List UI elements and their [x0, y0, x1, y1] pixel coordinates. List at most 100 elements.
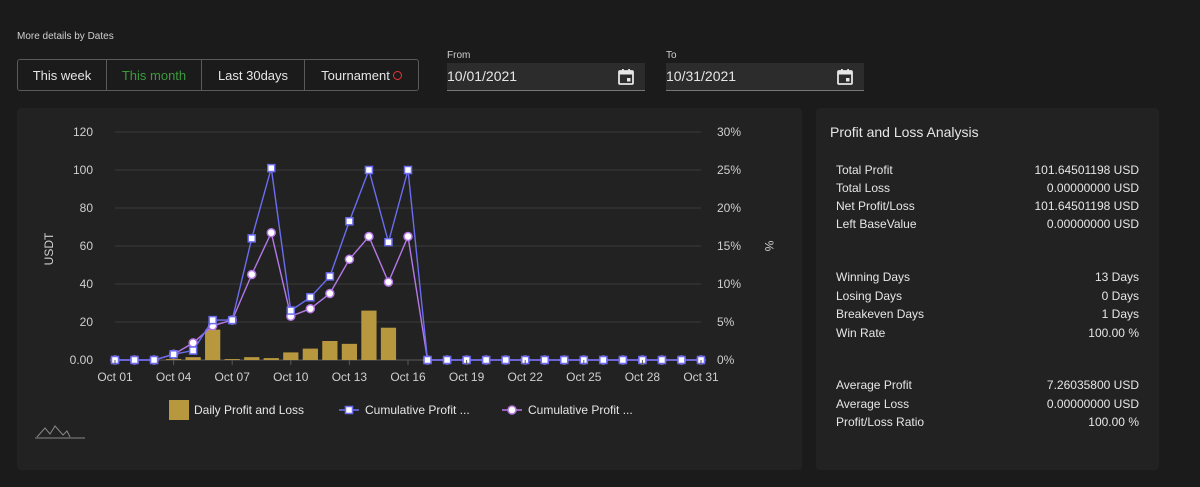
section-heading: More details by Dates [17, 31, 114, 42]
pl-title: Profit and Loss Analysis [830, 124, 979, 140]
line-point [325, 288, 335, 299]
line-point [403, 165, 413, 175]
line-point [560, 355, 569, 365]
x-tick-label: Oct 16 [390, 370, 426, 384]
pl-row-label: Left BaseValue [836, 217, 917, 231]
line-point [267, 163, 276, 173]
chart-legend: Daily Profit and Loss Cumulative Profit .… [169, 400, 633, 420]
bar [185, 357, 201, 360]
from-label: From [447, 50, 471, 61]
pl-row: Average Loss 0.00000000 USD [836, 397, 1139, 415]
line-point [657, 355, 667, 365]
pl-row: Total Profit 101.64501198 USD [836, 163, 1139, 181]
y2-tick-label: 30% [717, 125, 741, 139]
line-point [618, 355, 628, 365]
line-point [344, 254, 355, 265]
pl-row-label: Win Rate [836, 326, 886, 340]
tab-label: Tournament [321, 67, 390, 83]
pl-row: Net Profit/Loss 101.64501198 USD [836, 199, 1139, 217]
line-point [677, 355, 686, 365]
from-date-field [447, 63, 645, 91]
pl-row-value: 0 Days [1101, 289, 1139, 303]
x-tick-label: Oct 04 [156, 370, 192, 384]
tab-label: This month [121, 67, 187, 83]
bar [205, 329, 221, 360]
pl-row-label: Net Profit/Loss [836, 199, 915, 213]
x-tick-label: Oct 07 [215, 370, 251, 384]
y2-tick-label: 20% [717, 201, 741, 215]
bar [283, 352, 299, 360]
line-point [325, 272, 335, 281]
pl-row-value: 0.00000000 USD [1046, 217, 1139, 231]
line-point [246, 269, 257, 280]
bar [361, 310, 377, 360]
pl-row-label: Total Profit [836, 163, 893, 177]
line-point [501, 355, 510, 365]
y-tick-label: 120 [73, 125, 93, 139]
date-range-tabs: This week This month Last 30days Tournam… [17, 59, 419, 91]
to-date-input[interactable] [666, 63, 816, 89]
line-point [481, 355, 491, 365]
to-date-field [666, 63, 864, 91]
pl-row-value: 100.00 % [1088, 326, 1139, 340]
pl-row-value: 0.00000000 USD [1046, 397, 1139, 411]
pl-row: Left BaseValue 0.00000000 USD [836, 217, 1139, 235]
x-tick-label: Oct 13 [332, 370, 368, 384]
line-point [130, 355, 139, 365]
to-label: To [666, 50, 677, 61]
record-circle-icon [392, 70, 402, 80]
line-point [169, 350, 178, 359]
bar [322, 341, 338, 360]
pl-row-label: Average Profit [836, 378, 912, 392]
bar [224, 359, 240, 360]
line-point [364, 165, 374, 175]
y2-tick-label: 0% [717, 353, 735, 367]
pl-row-label: Breakeven Days [836, 307, 925, 321]
pl-row-label: Profit/Loss Ratio [836, 415, 925, 429]
legend-marker [344, 405, 354, 415]
bar [244, 357, 260, 360]
y2-tick-label: 5% [717, 315, 735, 329]
tab-this-month[interactable]: This month [107, 60, 202, 90]
y2-tick-label: 25% [717, 163, 741, 177]
tab-last-30days[interactable]: Last 30days [202, 60, 305, 90]
pl-row-label: Winning Days [836, 270, 911, 284]
chart-type-icon[interactable] [35, 425, 85, 439]
pl-row: Average Profit 7.26035800 USD [836, 378, 1139, 396]
pl-row: Profit/Loss Ratio 100.00 % [836, 415, 1139, 433]
y-axis-label: USDT [42, 232, 56, 265]
pl-row: Losing Days 0 Days [836, 289, 1139, 307]
x-tick-label: Oct 01 [97, 370, 133, 384]
y-tick-label: 20 [80, 315, 94, 329]
pl-row-label: Losing Days [836, 289, 903, 303]
legend-label: Cumulative Profit ... [365, 403, 470, 417]
line-point [266, 227, 277, 238]
calendar-icon[interactable] [617, 68, 635, 86]
pl-row-value: 1 Days [1101, 307, 1139, 321]
pl-row: Winning Days 13 Days [836, 270, 1139, 288]
tab-tournament[interactable]: Tournament [305, 60, 418, 90]
calendar-icon[interactable] [836, 68, 854, 86]
x-tick-label: Oct 19 [449, 370, 485, 384]
pl-row-label: Average Loss [836, 397, 910, 411]
y2-tick-label: 15% [717, 239, 741, 253]
line-point [364, 231, 374, 242]
legend-label: Cumulative Profit ... [528, 403, 633, 417]
bar [302, 348, 318, 360]
legend-label: Daily Profit and Loss [194, 403, 304, 417]
tab-this-week[interactable]: This week [18, 60, 107, 90]
y2-axis-label: % [762, 241, 776, 252]
line-point [540, 355, 549, 365]
from-date-input[interactable] [447, 63, 597, 89]
line-point [149, 355, 159, 365]
series-line [115, 167, 701, 361]
profit-chart: 0.00 0% 20 5% 40 10% 60 15% 80 20% 100 25% 120 30% Oct… [35, 125, 776, 439]
line-point [208, 315, 217, 325]
bar [165, 359, 182, 360]
y-tick-label: 40 [80, 277, 94, 291]
line-point [286, 306, 296, 315]
line-point [306, 293, 315, 302]
line-point [188, 346, 198, 355]
profit-loss-panel: Profit and Loss Analysis Total Profit 101… [816, 108, 1159, 470]
pl-row: Total Loss 0.00000000 USD [836, 181, 1139, 199]
